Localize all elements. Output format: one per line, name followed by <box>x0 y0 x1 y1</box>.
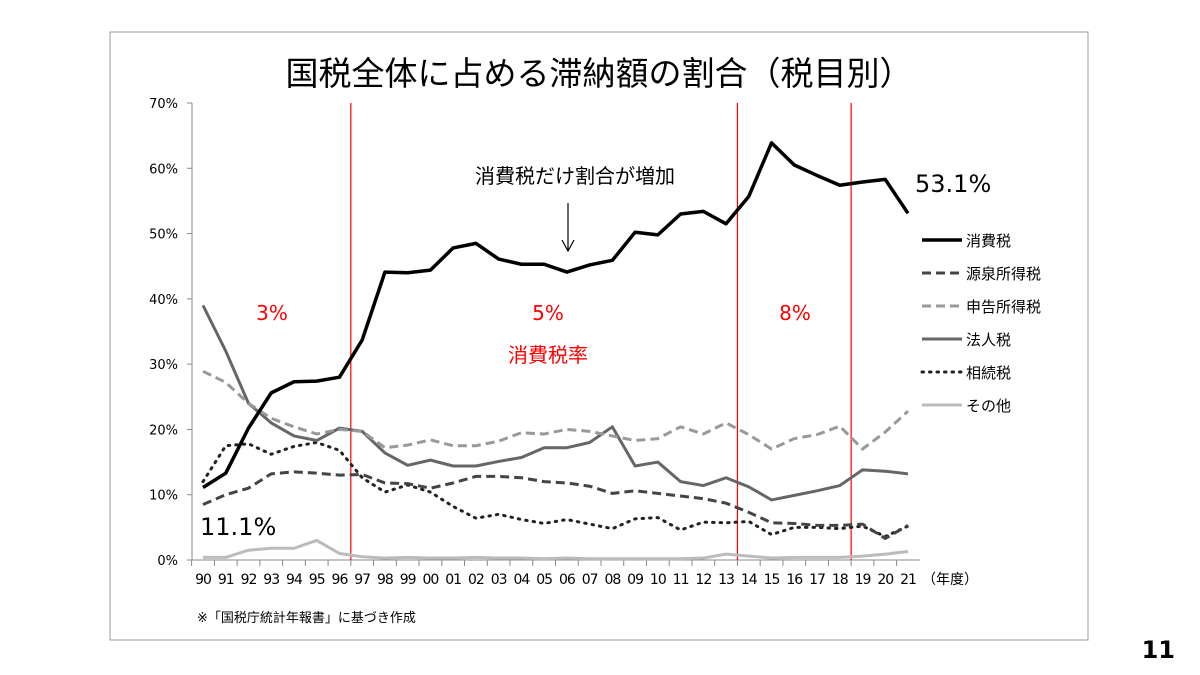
series-line-申告所得税 <box>202 369 910 451</box>
x-tick-label: 15 <box>764 572 780 588</box>
x-tick-label: 06 <box>559 572 576 588</box>
series-line-その他 <box>203 538 909 561</box>
rate-label-5: 5% <box>532 301 564 325</box>
x-tick-label: 08 <box>604 572 620 588</box>
x-tick-label: 99 <box>400 572 416 588</box>
y-tick-label: 10% <box>149 489 178 504</box>
chart-title: 国税全体に占める滞納額の割合（税目別） <box>286 54 913 93</box>
y-tick-label: 30% <box>149 358 178 373</box>
xlabel: （年度） <box>922 572 978 588</box>
x-tick-label: 21 <box>900 572 916 588</box>
x-tick-label: 19 <box>855 572 871 588</box>
y-tick-label: 0% <box>157 554 178 569</box>
x-tick-label: 09 <box>627 572 643 588</box>
x-tick-label: 00 <box>423 572 439 588</box>
x-tick-label: 07 <box>582 572 598 588</box>
x-tick-label: 14 <box>741 572 758 588</box>
down-arrow-icon <box>561 203 575 253</box>
legend-label: 申告所得税 <box>966 298 1041 316</box>
x-tick-label: 02 <box>468 572 484 588</box>
y-tick-label: 20% <box>149 423 178 438</box>
x-tick-label: 18 <box>832 572 848 588</box>
x-tick-label: 17 <box>809 572 825 588</box>
legend-label: 相続税 <box>966 364 1011 382</box>
series-line-法人税 <box>201 304 909 502</box>
y-tick-label: 40% <box>149 293 178 308</box>
y-tick-label: 70% <box>149 97 178 112</box>
end-value-label: 53.1% <box>915 170 991 198</box>
x-tick-label: 03 <box>491 572 507 588</box>
x-tick-label: 20 <box>877 572 893 588</box>
legend-label: 消費税 <box>966 232 1011 250</box>
arrow-annotation: 消費税だけ割合が増加 <box>475 164 675 188</box>
x-tick-label: 95 <box>309 572 325 588</box>
x-tick-label: 94 <box>286 572 303 588</box>
chart-frame <box>109 31 1089 641</box>
x-tick-label: 05 <box>536 572 552 588</box>
page-number: 11 <box>1142 636 1175 664</box>
series-line-源泉所得税 <box>202 470 909 540</box>
legend-label: その他 <box>966 397 1011 415</box>
x-tick-label: 12 <box>695 572 711 588</box>
rate-label-8: 8% <box>779 301 811 325</box>
rate-caption: 消費税率 <box>508 343 588 367</box>
x-tick-label: 91 <box>218 572 234 588</box>
series-line-消費税 <box>202 141 910 490</box>
x-tick-label: 16 <box>786 572 803 588</box>
x-tick-label: 10 <box>650 572 666 588</box>
x-tick-label: 13 <box>718 572 734 588</box>
source-note: ※「国税庁統計年報書」に基づき作成 <box>197 610 416 626</box>
x-tick-label: 92 <box>241 572 257 588</box>
legend-label: 法人税 <box>966 331 1011 349</box>
x-tick-label: 97 <box>354 572 370 588</box>
x-tick-label: 93 <box>263 572 279 588</box>
x-tick-label: 11 <box>673 572 689 588</box>
legend-label: 源泉所得税 <box>966 265 1041 283</box>
series-line-相続税 <box>201 440 910 538</box>
rate-label-3: 3% <box>256 301 288 325</box>
x-tick-label: 01 <box>445 572 461 588</box>
y-tick-label: 50% <box>149 228 178 243</box>
x-tick-label: 90 <box>195 572 211 588</box>
x-tick-label: 96 <box>332 572 349 588</box>
start-value-label: 11.1% <box>200 513 276 541</box>
x-tick-label: 04 <box>513 572 530 588</box>
y-tick-label: 60% <box>149 162 178 177</box>
x-tick-label: 98 <box>377 572 393 588</box>
